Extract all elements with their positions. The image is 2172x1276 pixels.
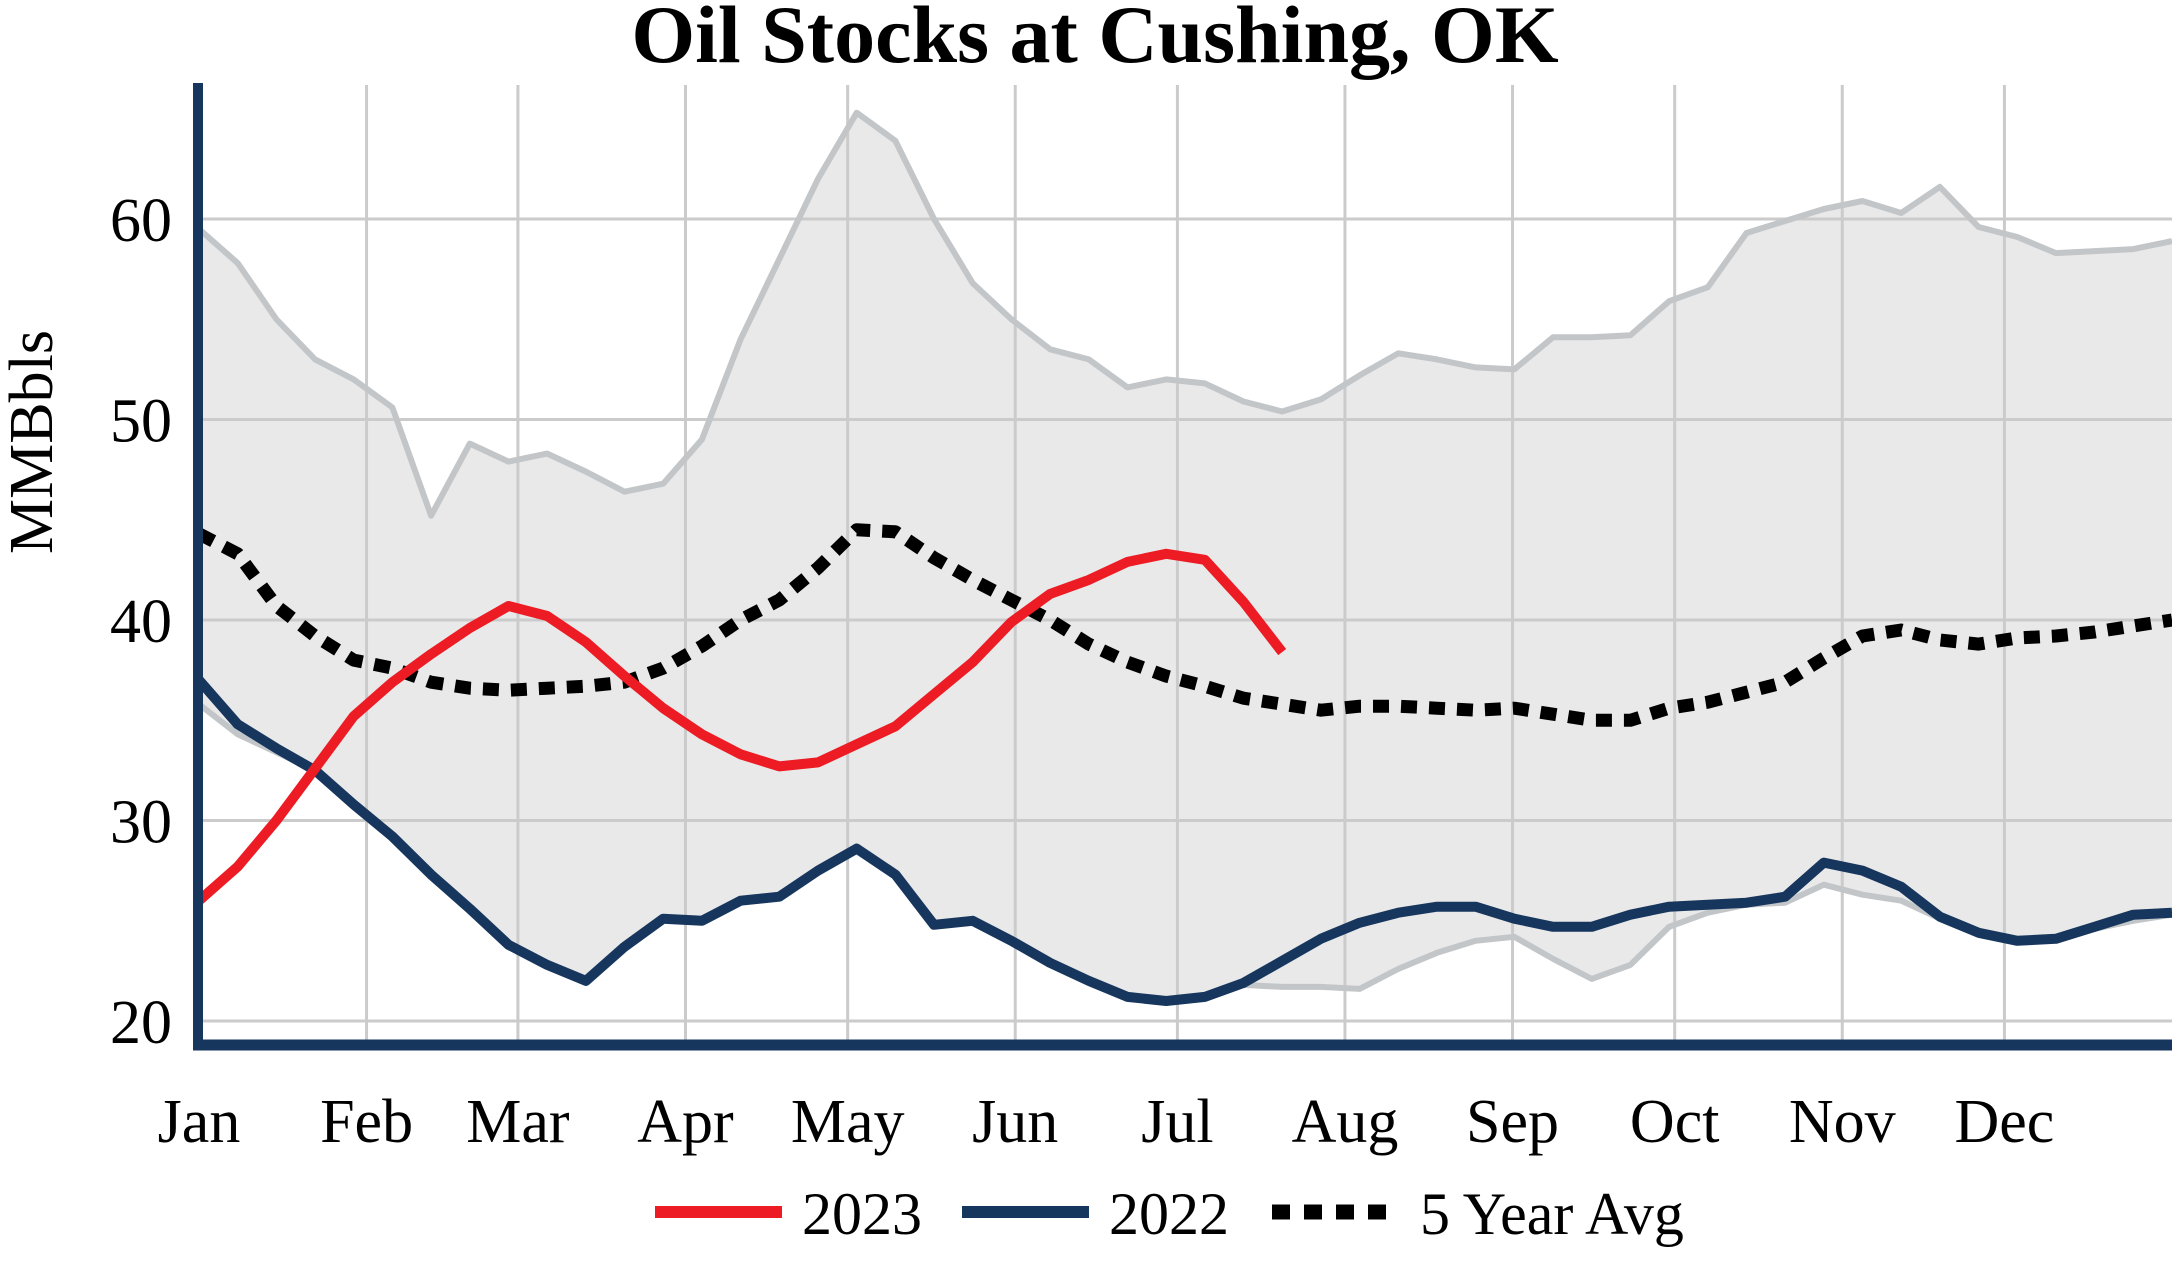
y-tick-label: 40 [110,588,172,656]
legend-label-2023: 2023 [802,1181,922,1247]
x-tick-label: Aug [1292,1088,1399,1156]
y-axis-title: MMBbls [0,330,66,554]
band-upper-edge [197,109,2172,519]
x-tick-label: Oct [1630,1088,1720,1156]
chart-title: Oil Stocks at Cushing, OK [631,0,1558,80]
gridlines [197,85,2172,1040]
series-5-year-avg-line [196,523,2172,727]
series-2022-line [195,676,2172,1006]
series-2023-line [195,548,1287,905]
series-lines [195,523,2172,1006]
x-tick-label: Mar [466,1088,570,1156]
x-tick-label: Sep [1466,1088,1559,1156]
legend-label-5-year-avg: 5 Year Avg [1420,1181,1684,1247]
x-tick-label: Jan [158,1088,241,1156]
x-tick-label: Dec [1955,1088,2055,1156]
x-tick-label: Apr [637,1088,734,1156]
tick-labels: 20 30 40 50 60 Jan Feb Mar Apr May Jun Jul Aug Sep Oct… [110,187,2054,1156]
axes [193,83,2172,1051]
legend: 2023 2022 5 Year Avg [655,1181,1684,1247]
x-tick-label: Jun [972,1088,1058,1156]
y-tick-label: 20 [110,989,172,1057]
x-tick-label: Nov [1789,1088,1896,1156]
y-tick-label: 60 [110,187,172,255]
x-tick-label: Feb [320,1088,413,1156]
y-tick-label: 30 [110,789,172,857]
legend-label-2022: 2022 [1109,1181,1229,1247]
y-tick-label: 50 [110,388,172,456]
x-tick-label: May [791,1088,905,1156]
x-tick-label: Jul [1141,1088,1213,1156]
